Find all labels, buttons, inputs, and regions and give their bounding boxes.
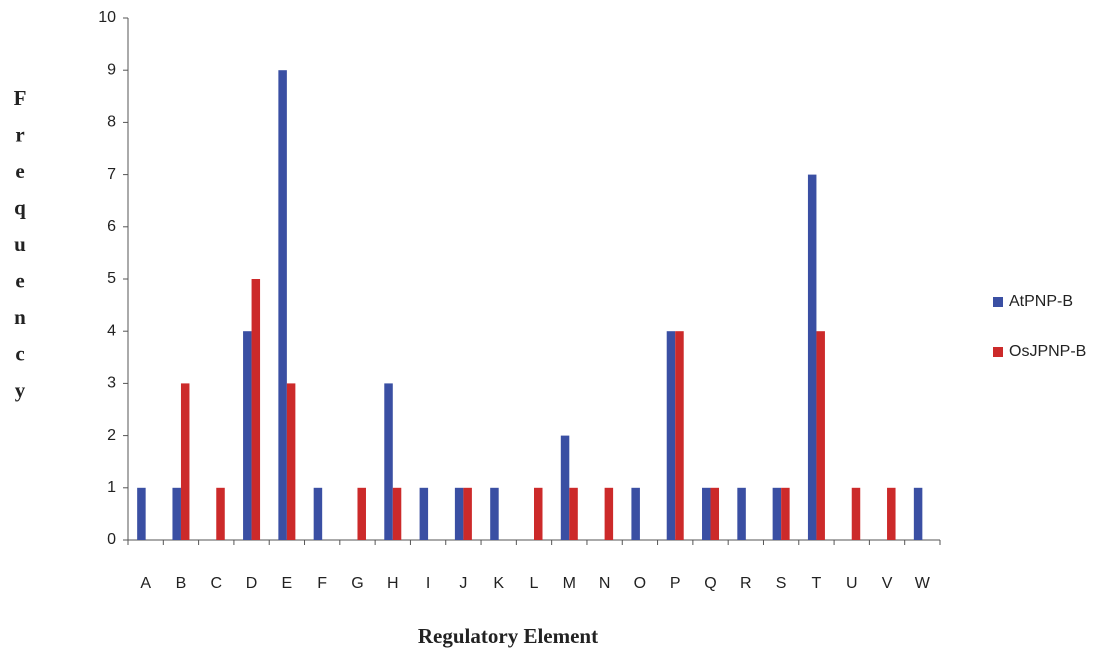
bar	[560, 435, 570, 540]
bar	[137, 487, 146, 540]
bar	[419, 487, 429, 540]
x-tick-label: J	[459, 575, 467, 592]
y-tick-label: 4	[107, 322, 116, 339]
x-tick-label: N	[599, 575, 611, 592]
bar	[357, 487, 366, 540]
bar	[172, 487, 181, 540]
bar	[534, 487, 543, 540]
y-tick-label: 7	[107, 166, 116, 183]
x-tick-label: I	[426, 575, 430, 592]
y-tick-label: 10	[98, 9, 116, 26]
bar	[807, 174, 817, 540]
x-tick-label: C	[210, 575, 222, 592]
x-tick-label: V	[882, 575, 893, 592]
x-tick-label: E	[282, 575, 293, 592]
x-tick-label: H	[387, 575, 399, 592]
bar	[631, 487, 640, 540]
x-tick-label: Q	[704, 575, 716, 592]
bar	[666, 331, 676, 540]
x-tick-label: S	[776, 575, 787, 592]
bar	[737, 487, 746, 540]
bar	[313, 487, 323, 540]
bar	[490, 487, 499, 540]
bar	[710, 487, 720, 540]
x-tick-label: P	[670, 575, 681, 592]
bar	[569, 487, 578, 540]
bar	[781, 487, 790, 540]
bar	[454, 487, 464, 540]
y-tick-label: 1	[107, 479, 116, 496]
bar	[887, 487, 896, 540]
y-tick-label: 0	[107, 531, 116, 548]
y-tick-label: 6	[107, 218, 116, 235]
x-tick-label: D	[246, 575, 258, 592]
bar	[180, 383, 190, 540]
legend-swatch	[993, 297, 1003, 307]
x-axis-title: Regulatory Element	[418, 624, 598, 648]
x-tick-label: L	[530, 575, 539, 592]
x-tick-label: B	[176, 575, 187, 592]
y-tick-label: 3	[107, 375, 116, 392]
legend-label: AtPNP-B	[1009, 293, 1073, 310]
y-tick-label: 2	[107, 427, 116, 444]
bar	[772, 487, 782, 540]
x-tick-label: U	[846, 575, 858, 592]
y-tick-label: 5	[107, 270, 116, 287]
y-tick-label: 8	[107, 114, 116, 131]
bar	[675, 331, 684, 540]
bar	[816, 331, 825, 540]
bar	[243, 331, 252, 540]
bar	[216, 487, 225, 540]
x-tick-label: F	[317, 575, 327, 592]
bar	[392, 487, 402, 540]
bar	[384, 383, 393, 540]
x-tick-label: T	[812, 575, 822, 592]
bar	[278, 70, 287, 540]
bar	[604, 487, 614, 540]
x-tick-label: G	[351, 575, 363, 592]
bar	[913, 487, 923, 540]
bar	[702, 487, 711, 540]
legend-label: OsJPNP-B	[1009, 343, 1086, 360]
x-tick-label: A	[140, 575, 151, 592]
x-tick-label: M	[563, 575, 576, 592]
x-tick-label: R	[740, 575, 752, 592]
x-tick-label: W	[915, 575, 931, 592]
legend-swatch	[993, 347, 1003, 357]
bar	[851, 487, 861, 540]
bar	[286, 383, 296, 540]
bar	[251, 279, 261, 540]
x-tick-label: K	[493, 575, 504, 592]
y-tick-label: 9	[107, 61, 116, 78]
bar	[463, 487, 472, 540]
x-tick-label: O	[634, 575, 646, 592]
